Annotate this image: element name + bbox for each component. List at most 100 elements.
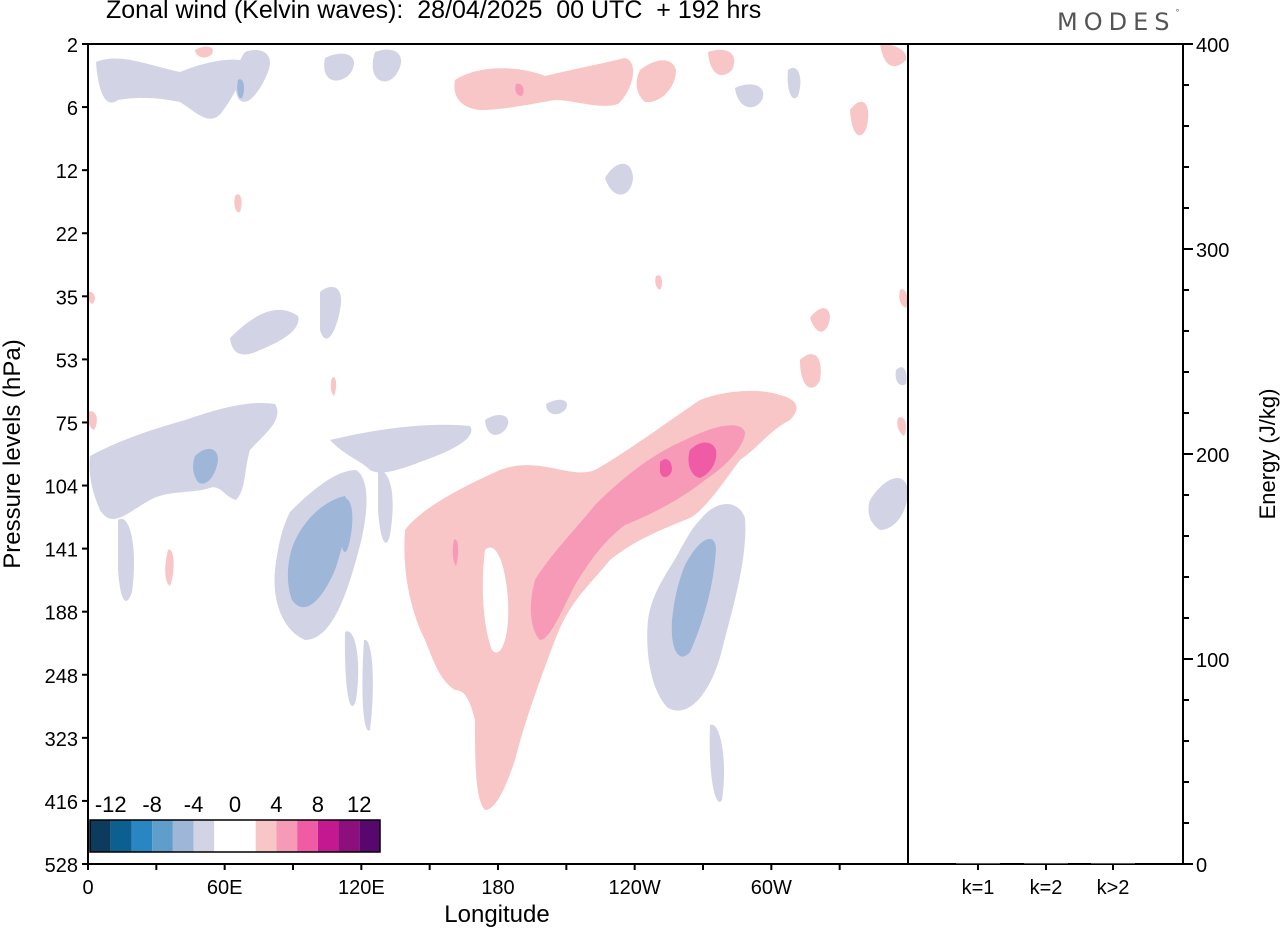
y-tick-label: 528 bbox=[45, 855, 78, 877]
logo-text: MODES bbox=[1057, 8, 1176, 36]
pos-contour-main bbox=[404, 390, 797, 810]
pos-contour-small-2 bbox=[810, 308, 830, 332]
x-axis-label: Longitude bbox=[444, 901, 549, 928]
neg-contour-right-edge bbox=[868, 477, 908, 530]
energy-tick-label: 400 bbox=[1196, 35, 1229, 57]
neg-contour-upper-left-4 bbox=[372, 49, 402, 82]
pos-contour-top-3 bbox=[708, 49, 735, 76]
pos-contour-small-3 bbox=[800, 354, 821, 388]
x-tick-label: 60E bbox=[207, 877, 243, 899]
pos-contour-top-1 bbox=[454, 58, 634, 110]
neg-core-right bbox=[671, 538, 716, 657]
colorbar-swatch bbox=[255, 820, 277, 852]
pos-contour-small-1 bbox=[234, 194, 242, 213]
pos-core-top bbox=[515, 83, 524, 96]
energy-bar bbox=[1024, 862, 1068, 864]
energy-bar bbox=[956, 862, 1000, 864]
colorbar-tick-label: -4 bbox=[184, 792, 204, 817]
y-tick-label: 35 bbox=[56, 287, 78, 309]
neg-contour-upper-left-3 bbox=[324, 53, 354, 81]
energy-tick-label: 300 bbox=[1196, 240, 1229, 262]
neg-contour-band-1 bbox=[89, 402, 278, 519]
neg-contour-top-right-2 bbox=[787, 67, 801, 99]
neg-core-top bbox=[237, 79, 245, 99]
energy-category-label: k>2 bbox=[1097, 877, 1130, 899]
neg-contour-band-3 bbox=[330, 424, 472, 473]
energy-axis-label: Energy (J/kg) bbox=[1255, 389, 1280, 520]
neg-contour-band-4 bbox=[485, 415, 509, 435]
energy-bars: k=1 k=2 k>2 bbox=[956, 862, 1135, 899]
colorbar-swatch bbox=[235, 820, 256, 852]
x-tick-label: 180 bbox=[481, 877, 514, 899]
y-tick-label: 416 bbox=[45, 792, 78, 814]
colorbar-tick-label: 4 bbox=[270, 792, 282, 817]
colorbar-tick-label: -8 bbox=[142, 792, 162, 817]
pos-contour-top-5 bbox=[850, 101, 869, 136]
modes-logo: MODES° bbox=[1057, 8, 1179, 36]
chart-title: Zonal wind (Kelvin waves): 28/04/2025 00… bbox=[106, 0, 762, 24]
colorbar-swatch bbox=[338, 820, 360, 852]
x-tick-label: 60W bbox=[751, 877, 792, 899]
colorbar-swatch bbox=[276, 820, 298, 852]
neg-contour-band-2 bbox=[118, 518, 135, 601]
pos-contour-small-10 bbox=[655, 275, 663, 290]
y-tick-label: 141 bbox=[45, 540, 78, 562]
wind-contours bbox=[88, 44, 908, 810]
pos-contour-small-5 bbox=[88, 291, 95, 304]
pos-contour-top-2 bbox=[636, 60, 676, 103]
pos-core-small bbox=[452, 539, 459, 566]
neg-contour-upper-left bbox=[96, 58, 244, 119]
colorbar-swatch bbox=[317, 820, 339, 852]
neg-contour-left-drip-2 bbox=[362, 639, 373, 731]
neg-contour-right-edge-2 bbox=[895, 367, 907, 386]
x-tick-label: 120E bbox=[338, 877, 385, 899]
colorbar-tick-label: 0 bbox=[229, 792, 241, 817]
colorbar-frame bbox=[89, 819, 381, 853]
pos-contour-small-8 bbox=[165, 549, 174, 586]
colorbar-swatch bbox=[172, 820, 194, 852]
energy-tick-label: 0 bbox=[1196, 855, 1207, 877]
pos-contour-small-9 bbox=[330, 377, 337, 396]
neg-contour-mid-2 bbox=[230, 309, 299, 355]
y-tick-label: 323 bbox=[45, 729, 78, 751]
colorbar-tick-label: -12 bbox=[95, 792, 127, 817]
pos-peak-1 bbox=[688, 442, 717, 478]
pos-contour-small-4 bbox=[899, 289, 908, 308]
colorbar: -12 -8 -4 0 4 8 12 bbox=[89, 792, 381, 853]
y-axis-ticks: 2 6 12 22 35 53 75 104 141 188 248 323 416 528 bbox=[45, 35, 88, 877]
pos-peak-2 bbox=[660, 459, 672, 478]
energy-category-label: k=1 bbox=[962, 877, 995, 899]
y-tick-label: 6 bbox=[67, 98, 78, 120]
neg-contour-mid-1 bbox=[605, 163, 633, 195]
y-tick-label: 22 bbox=[56, 224, 78, 246]
colorbar-swatch bbox=[152, 820, 173, 852]
colorbar-swatch bbox=[90, 820, 111, 852]
colorbar-swatch bbox=[110, 820, 132, 852]
x-tick-label: 120W bbox=[609, 877, 661, 899]
energy-category-label: k=2 bbox=[1030, 877, 1063, 899]
y-tick-label: 75 bbox=[56, 413, 78, 435]
pos-core-1 bbox=[530, 425, 745, 640]
neg-contour-mid-3 bbox=[320, 286, 342, 339]
energy-axis-ticks: 0 100 200 300 400 bbox=[1183, 35, 1229, 877]
y-tick-label: 12 bbox=[56, 161, 78, 183]
neg-contour-left-lobe-2 bbox=[378, 470, 393, 543]
y-axis-label: Pressure levels (hPa) bbox=[0, 339, 26, 568]
y-tick-label: 104 bbox=[45, 477, 78, 499]
pos-contour-top-6 bbox=[195, 46, 213, 58]
neg-contour-top-right-1 bbox=[735, 84, 764, 108]
neg-contour-left-drip bbox=[344, 631, 359, 707]
colorbar-swatch bbox=[214, 820, 235, 852]
colorbar-tick-label: 8 bbox=[312, 792, 324, 817]
x-tick-label: 0 bbox=[82, 877, 93, 899]
neg-contour-band-5 bbox=[546, 399, 568, 415]
x-axis-ticks: 0 60E 120E 180 120W 60W bbox=[82, 864, 841, 899]
colorbar-swatch bbox=[131, 820, 153, 852]
neg-core-band bbox=[193, 448, 218, 484]
energy-tick-label: 200 bbox=[1196, 445, 1229, 467]
pos-contour-top-4 bbox=[880, 44, 907, 67]
y-tick-label: 2 bbox=[67, 35, 78, 57]
y-tick-label: 188 bbox=[45, 603, 78, 625]
white-gap bbox=[482, 547, 509, 653]
